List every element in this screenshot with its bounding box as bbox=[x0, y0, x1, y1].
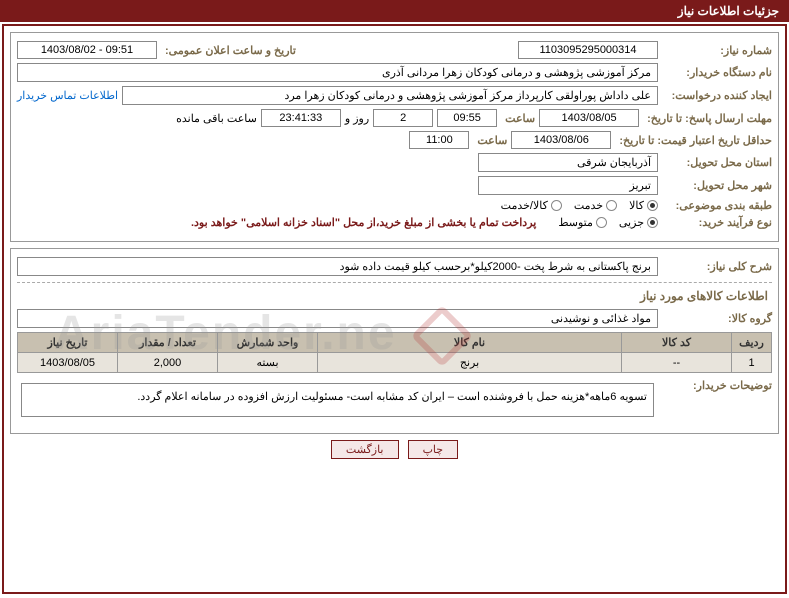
time-word-1: ساعت bbox=[501, 112, 535, 125]
radio-checked-icon bbox=[647, 217, 658, 228]
cell-date: 1403/08/05 bbox=[18, 353, 118, 373]
proc-medium-option[interactable]: متوسط bbox=[558, 216, 607, 229]
summary-label: شرح کلی نیاز: bbox=[662, 260, 772, 273]
category-radio-group: کالا خدمت کالا/خدمت bbox=[501, 199, 658, 212]
payment-note: پرداخت تمام یا بخشی از مبلغ خرید،از محل … bbox=[191, 216, 536, 229]
cell-unit: بسته bbox=[218, 353, 318, 373]
city-value: تبریز bbox=[478, 176, 658, 195]
page-title: جزئیات اطلاعات نیاز bbox=[678, 4, 779, 18]
radio-icon bbox=[596, 217, 607, 228]
proc-small-option[interactable]: جزیی bbox=[619, 216, 658, 229]
province-label: استان محل تحویل: bbox=[662, 156, 772, 169]
radio-icon bbox=[551, 200, 562, 211]
table-row: 1 -- برنج بسته 2,000 1403/08/05 bbox=[18, 353, 772, 373]
deadline-reply-label: مهلت ارسال پاسخ: تا تاریخ: bbox=[643, 112, 772, 125]
time-word-2: ساعت bbox=[473, 134, 507, 147]
category-label: طبقه بندی موضوعی: bbox=[662, 199, 772, 212]
cell-qty: 2,000 bbox=[118, 353, 218, 373]
th-name: نام کالا bbox=[318, 333, 622, 353]
info-section: شماره نیاز: 1103095295000314 تاریخ و ساع… bbox=[10, 32, 779, 242]
buyer-org-value: مرکز آموزشی پژوهشی و درمانی کودکان زهرا … bbox=[17, 63, 658, 82]
countdown: 23:41:33 bbox=[261, 109, 341, 127]
min-validity-label: حداقل تاریخ اعتبار قیمت: تا تاریخ: bbox=[615, 134, 772, 147]
deadline-reply-date: 1403/08/05 bbox=[539, 109, 639, 127]
th-code: کد کالا bbox=[622, 333, 732, 353]
buyer-notes-text: تسویه 6ماهه*هزینه حمل با فروشنده است – ا… bbox=[21, 383, 654, 417]
group-label: گروه کالا: bbox=[662, 312, 772, 325]
need-no-value: 1103095295000314 bbox=[518, 41, 658, 59]
print-button[interactable]: چاپ bbox=[408, 440, 459, 459]
need-no-label: شماره نیاز: bbox=[662, 44, 772, 57]
th-row: ردیف bbox=[732, 333, 772, 353]
cell-row: 1 bbox=[732, 353, 772, 373]
radio-icon bbox=[606, 200, 617, 211]
city-label: شهر محل تحویل: bbox=[662, 179, 772, 192]
group-value: مواد غذائی و نوشیدنی bbox=[17, 309, 658, 328]
buyer-org-label: نام دستگاه خریدار: bbox=[662, 66, 772, 79]
contact-buyer-link[interactable]: اطلاعات تماس خریدار bbox=[17, 89, 118, 102]
goods-info-title: اطلاعات کالاهای مورد نیاز bbox=[21, 289, 768, 303]
main-frame: AriaTender.ne شماره نیاز: 11030952950003… bbox=[2, 24, 787, 594]
th-date: تاریخ نیاز bbox=[18, 333, 118, 353]
radio-checked-icon bbox=[647, 200, 658, 211]
need-section: شرح کلی نیاز: برنج پاکستانی به شرط پخت -… bbox=[10, 248, 779, 434]
cell-code: -- bbox=[622, 353, 732, 373]
table-header-row: ردیف کد کالا نام کالا واحد شمارش تعداد /… bbox=[18, 333, 772, 353]
announce-label: تاریخ و ساعت اعلان عمومی: bbox=[161, 44, 296, 57]
th-unit: واحد شمارش bbox=[218, 333, 318, 353]
min-validity-date: 1403/08/06 bbox=[511, 131, 611, 149]
buyer-notes-label: توضیحات خریدار: bbox=[662, 379, 772, 392]
announce-value: 1403/08/02 - 09:51 bbox=[17, 41, 157, 59]
back-button[interactable]: بازگشت bbox=[331, 440, 399, 459]
min-validity-time: 11:00 bbox=[409, 131, 469, 149]
button-row: چاپ بازگشت bbox=[10, 440, 779, 459]
remaining-word: ساعت باقی مانده bbox=[176, 112, 257, 125]
requester-label: ایجاد کننده درخواست: bbox=[662, 89, 772, 102]
th-qty: تعداد / مقدار bbox=[118, 333, 218, 353]
cat-goods-service-option[interactable]: کالا/خدمت bbox=[501, 199, 562, 212]
separator bbox=[17, 282, 772, 283]
days-left: 2 bbox=[373, 109, 433, 127]
process-radio-group: جزیی متوسط bbox=[558, 216, 658, 229]
province-value: آذربایجان شرقی bbox=[478, 153, 658, 172]
deadline-reply-time: 09:55 bbox=[437, 109, 497, 127]
process-label: نوع فرآیند خرید: bbox=[662, 216, 772, 229]
days-word: روز و bbox=[345, 112, 369, 125]
requester-value: علی داداش پوراولقی کارپرداز مرکز آموزشی … bbox=[122, 86, 658, 105]
goods-table: ردیف کد کالا نام کالا واحد شمارش تعداد /… bbox=[17, 332, 772, 373]
summary-value: برنج پاکستانی به شرط پخت -2000کیلو*برحسب… bbox=[17, 257, 658, 276]
cat-goods-option[interactable]: کالا bbox=[629, 199, 658, 212]
page-header: جزئیات اطلاعات نیاز bbox=[0, 0, 789, 22]
cat-service-option[interactable]: خدمت bbox=[574, 199, 617, 212]
cell-name: برنج bbox=[318, 353, 622, 373]
